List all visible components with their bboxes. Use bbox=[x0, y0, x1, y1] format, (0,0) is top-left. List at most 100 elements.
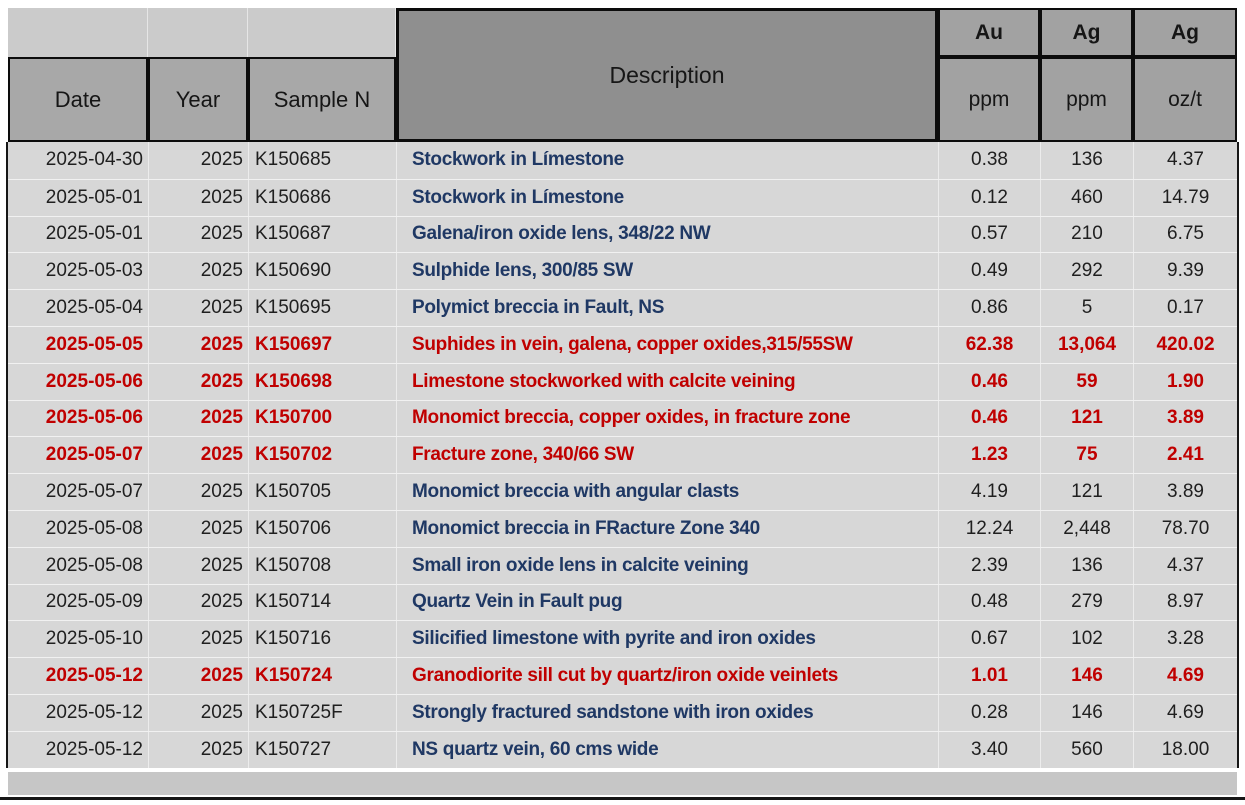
ag-ppm-cell: 292 bbox=[1040, 253, 1133, 290]
table-row: 2025-05-12 2025 K150727 NS quartz vein, … bbox=[8, 730, 1237, 768]
ag-ozt-cell: 1.90 bbox=[1133, 363, 1237, 400]
sample-number-cell: K150686 bbox=[248, 179, 396, 216]
date-cell: 2025-05-09 bbox=[45, 591, 143, 613]
description-cell: Galena/iron oxide lens, 348/22 NW bbox=[396, 216, 938, 253]
ag-ozt-cell: 0.17 bbox=[1133, 290, 1237, 326]
ag-ppm-cell: 102 bbox=[1040, 621, 1133, 658]
ag-ppm-cell: 560 bbox=[1040, 731, 1133, 768]
table-row: 2025-05-03 2025 K150690 Sulphide lens, 3… bbox=[8, 252, 1237, 290]
description-cell: Small iron oxide lens in calcite veining bbox=[396, 547, 938, 584]
table-row: 2025-05-06 2025 K150700 Monomict breccia… bbox=[8, 399, 1237, 437]
year-cell: 2025 bbox=[148, 584, 248, 621]
date-cell: 2025-05-07 bbox=[45, 481, 143, 503]
date-cell: 2025-05-12 bbox=[45, 665, 143, 687]
header-ag-oz: Ag bbox=[1133, 8, 1237, 57]
sample-number-cell: K150687 bbox=[248, 216, 396, 253]
date-cell: 2025-05-05 bbox=[45, 333, 143, 355]
ag-ppm-cell: 136 bbox=[1040, 547, 1133, 584]
date-cell: 2025-05-06 bbox=[45, 407, 143, 429]
date-cell: 2025-05-08 bbox=[45, 517, 143, 539]
header-ag: Ag bbox=[1040, 8, 1133, 57]
header-au: Au bbox=[938, 8, 1040, 57]
ag-ppm-cell: 279 bbox=[1040, 584, 1133, 621]
au-ppm-cell: 0.67 bbox=[938, 621, 1040, 658]
description-cell: Monomict breccia, copper oxides, in frac… bbox=[396, 400, 938, 437]
au-ppm-cell: 0.46 bbox=[938, 363, 1040, 400]
ag-ozt-cell: 4.69 bbox=[1133, 658, 1237, 694]
year-cell: 2025 bbox=[148, 179, 248, 216]
ag-ozt-cell: 78.70 bbox=[1133, 510, 1237, 547]
au-ppm-cell: 62.38 bbox=[938, 326, 1040, 363]
ag-ppm-cell: 121 bbox=[1040, 400, 1133, 437]
table-row: 2025-05-01 2025 K150686 Stockwork in Lím… bbox=[8, 178, 1237, 216]
au-ppm-cell: 1.01 bbox=[938, 658, 1040, 694]
ag-ozt-cell: 3.28 bbox=[1133, 621, 1237, 658]
year-cell: 2025 bbox=[148, 547, 248, 584]
ag-ozt-cell: 6.75 bbox=[1133, 216, 1237, 253]
year-cell: 2025 bbox=[148, 474, 248, 510]
ag-ozt-cell: 2.41 bbox=[1133, 437, 1237, 474]
sample-number-cell: K150698 bbox=[248, 363, 396, 400]
au-ppm-cell: 0.46 bbox=[938, 400, 1040, 437]
ag-ppm-cell: 136 bbox=[1040, 142, 1133, 179]
table-header: Description Au Ag Ag Date Year Sample N … bbox=[8, 8, 1237, 142]
date-cell: 2025-05-08 bbox=[45, 554, 143, 576]
ag-ppm-cell: 146 bbox=[1040, 694, 1133, 731]
year-cell: 2025 bbox=[148, 731, 248, 768]
table-body: 2025-04-30 2025 K150685 Stockwork in Lím… bbox=[6, 142, 1239, 768]
ag-ppm-cell: 59 bbox=[1040, 363, 1133, 400]
table-row: 2025-04-30 2025 K150685 Stockwork in Lím… bbox=[8, 142, 1237, 179]
date-cell: 2025-05-12 bbox=[45, 701, 143, 723]
year-cell: 2025 bbox=[148, 694, 248, 731]
date-cell: 2025-05-03 bbox=[45, 260, 143, 282]
date-cell: 2025-04-30 bbox=[45, 149, 143, 171]
au-ppm-cell: 0.28 bbox=[938, 694, 1040, 731]
header-date: Date bbox=[8, 57, 148, 142]
ag-ppm-cell: 210 bbox=[1040, 216, 1133, 253]
year-cell: 2025 bbox=[148, 510, 248, 547]
year-cell: 2025 bbox=[148, 253, 248, 290]
au-ppm-cell: 1.23 bbox=[938, 437, 1040, 474]
year-cell: 2025 bbox=[148, 621, 248, 658]
ag-ozt-cell: 4.69 bbox=[1133, 694, 1237, 731]
bottom-empty-row bbox=[8, 772, 1237, 795]
sample-number-cell: K150700 bbox=[248, 400, 396, 437]
au-ppm-cell: 0.48 bbox=[938, 584, 1040, 621]
au-ppm-cell: 12.24 bbox=[938, 510, 1040, 547]
year-cell: 2025 bbox=[148, 142, 248, 179]
table-row: 2025-05-08 2025 K150708 Small iron oxide… bbox=[8, 546, 1237, 584]
table-row: 2025-05-04 2025 K150695 Polymict breccia… bbox=[8, 289, 1237, 326]
header-ag-oz-unit: oz/t bbox=[1133, 57, 1237, 142]
ag-ozt-cell: 14.79 bbox=[1133, 179, 1237, 216]
ag-ozt-cell: 3.89 bbox=[1133, 474, 1237, 510]
description-cell: Suphides in vein, galena, copper oxides,… bbox=[396, 326, 938, 363]
sample-number-cell: K150708 bbox=[248, 547, 396, 584]
header-au-unit: ppm bbox=[938, 57, 1040, 142]
description-cell: Monomict breccia in FRacture Zone 340 bbox=[396, 510, 938, 547]
ag-ozt-cell: 4.37 bbox=[1133, 547, 1237, 584]
au-ppm-cell: 2.39 bbox=[938, 547, 1040, 584]
header-blank-sample bbox=[248, 8, 396, 57]
year-cell: 2025 bbox=[148, 658, 248, 694]
description-cell: Polymict breccia in Fault, NS bbox=[396, 290, 938, 326]
date-cell: 2025-05-01 bbox=[45, 186, 143, 208]
header-sample-number: Sample N bbox=[248, 57, 396, 142]
date-cell: 2025-05-06 bbox=[45, 370, 143, 392]
sample-number-cell: K150724 bbox=[248, 658, 396, 694]
date-cell: 2025-05-01 bbox=[45, 223, 143, 245]
header-ag-unit: ppm bbox=[1040, 57, 1133, 142]
ag-ppm-cell: 2,448 bbox=[1040, 510, 1133, 547]
au-ppm-cell: 4.19 bbox=[938, 474, 1040, 510]
au-ppm-cell: 3.40 bbox=[938, 731, 1040, 768]
ag-ozt-cell: 4.37 bbox=[1133, 142, 1237, 179]
header-blank-date bbox=[8, 8, 148, 57]
description-cell: Quartz Vein in Fault pug bbox=[396, 584, 938, 621]
sample-number-cell: K150695 bbox=[248, 290, 396, 326]
table-row: 2025-05-12 2025 K150724 Granodiorite sil… bbox=[8, 657, 1237, 694]
ag-ozt-cell: 9.39 bbox=[1133, 253, 1237, 290]
sample-number-cell: K150702 bbox=[248, 437, 396, 474]
year-cell: 2025 bbox=[148, 437, 248, 474]
ag-ppm-cell: 460 bbox=[1040, 179, 1133, 216]
description-cell: Stockwork in Límestone bbox=[396, 179, 938, 216]
description-cell: Limestone stockworked with calcite veini… bbox=[396, 363, 938, 400]
